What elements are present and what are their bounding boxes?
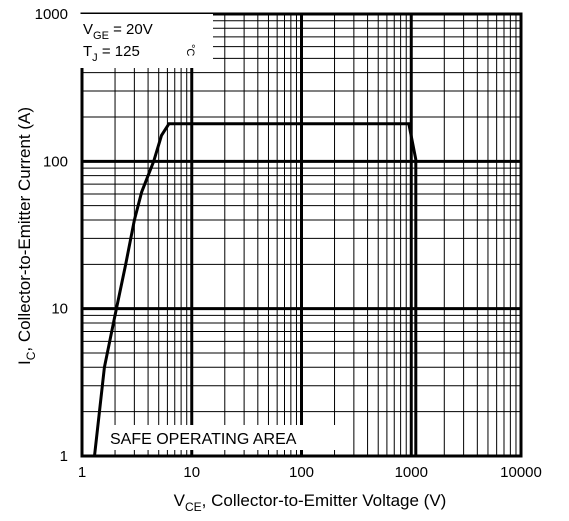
plot-frame (80, 12, 523, 458)
x-tick-labels: 1 10 100 1000 10000 (78, 464, 542, 481)
x-tick-label: 10 (183, 464, 200, 481)
y-tick-label: 100 (43, 153, 68, 170)
y-tick-labels: 1 10 100 1000 (35, 6, 68, 465)
x-tick-label: 100 (289, 464, 314, 481)
y-tick-label: 10 (51, 301, 68, 318)
conditions-legend: VGE = 20V TJ = 125 °C (80, 14, 213, 68)
svg-text:SAFE OPERATING AREA: SAFE OPERATING AREA (110, 431, 297, 448)
condition-tj: TJ = 125 (83, 43, 140, 64)
condition-tj-unit: °C (184, 44, 196, 56)
x-tick-label: 1000 (395, 464, 428, 481)
condition-vge: VGE = 20V (83, 21, 153, 42)
y-tick-label: 1 (60, 448, 68, 465)
y-tick-label: 1000 (35, 6, 68, 23)
minor-grid (82, 14, 521, 456)
safe-operating-area-label: SAFE OPERATING AREA (105, 425, 343, 450)
x-tick-label: 1 (78, 464, 86, 481)
soa-curve (93, 122, 418, 457)
x-tick-label: 10000 (500, 464, 542, 481)
x-axis-title: VCE, Collector-to-Emitter Voltage (V) (174, 491, 447, 514)
y-axis-title: IC, Collector-to-Emitter Current (A) (15, 107, 38, 365)
